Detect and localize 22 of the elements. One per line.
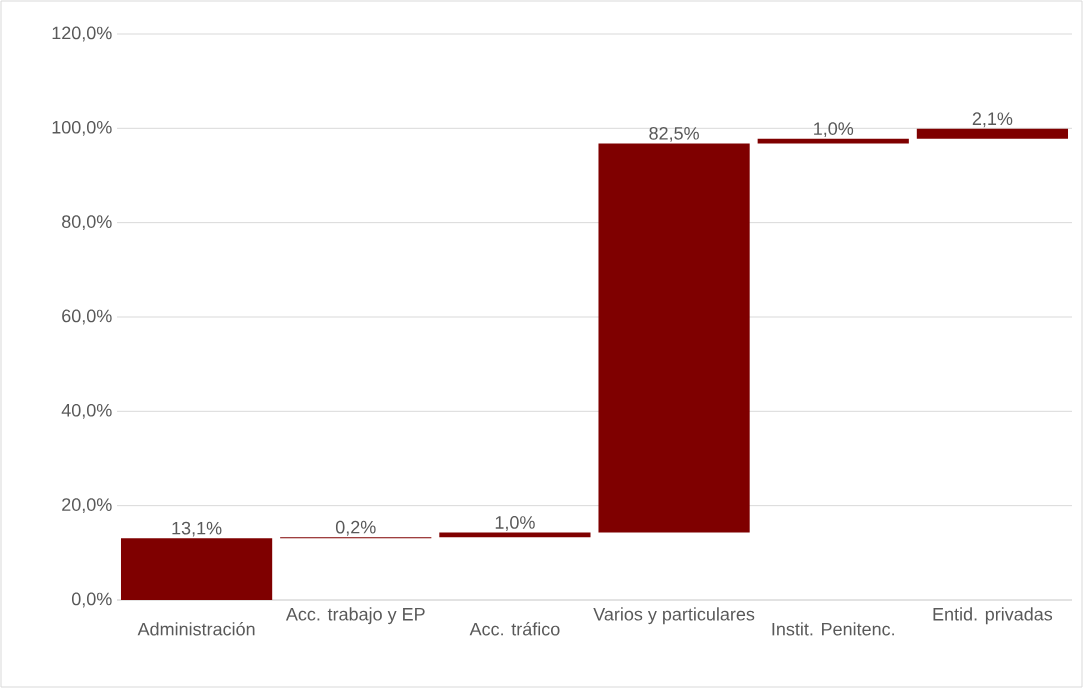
x-tick-label: Acc. tráfico [469,622,560,636]
x-tick-label: Entid. privadas [933,607,1053,625]
x-tick-label: Administración [137,622,255,636]
x-tick-label: Varios y particulares [593,607,755,625]
data-label: 13,1% [172,521,222,537]
y-tick-label: 60,0% [62,309,112,325]
bar [120,538,273,600]
y-tick-label: 40,0% [61,403,112,419]
y-tick-label: 100,0% [52,120,112,136]
data-label: 82,5% [649,126,699,142]
y-tick-label: 20,0% [62,498,112,514]
bar [916,128,1069,139]
x-tick-label: Instit. Penitenc. [772,622,894,636]
data-label: 2,1% [972,112,1013,128]
bar [598,143,750,533]
y-tick-label: 0,0% [71,592,112,608]
x-tick-label: Acc. trabajo y EP [285,607,425,625]
data-label: 1,0% [495,516,535,531]
y-tick-label: 80,0% [62,215,112,231]
data-label: 1,0% [814,122,854,138]
y-tick-label: 120,0% [52,26,112,42]
data-label: 0,2% [335,520,376,536]
